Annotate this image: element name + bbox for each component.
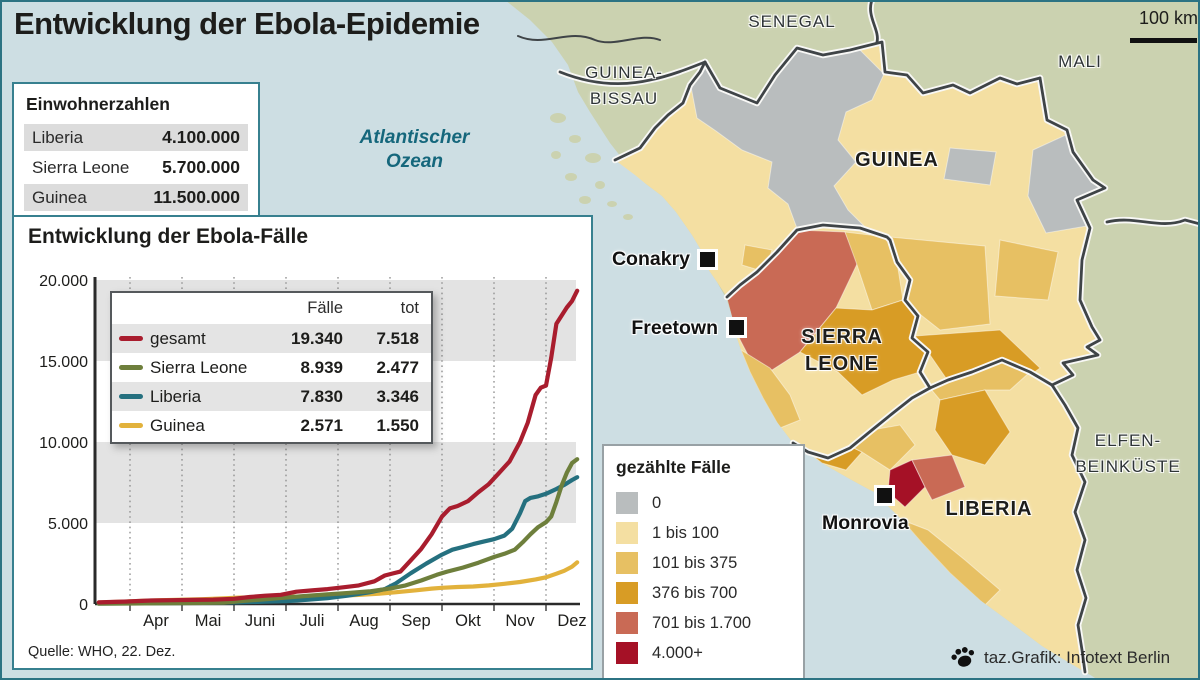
map-label-mali: MALI — [1058, 52, 1102, 71]
chart-legend-row: gesamt 19.340 7.518 — [112, 324, 431, 353]
population-row: Liberia 4.100.000 — [24, 124, 248, 151]
svg-text:15.000: 15.000 — [39, 354, 88, 371]
page-title: Entwicklung der Ebola-Epidemie — [14, 6, 480, 41]
map-legend-row: 4.000+ — [616, 638, 791, 668]
svg-text:20.000: 20.000 — [39, 273, 88, 290]
chart-legend-row: Sierra Leone 8.939 2.477 — [112, 353, 431, 382]
svg-text:Okt: Okt — [455, 612, 481, 630]
series-color-dash — [119, 336, 143, 341]
credit: taz.Grafik: Infotext Berlin — [950, 645, 1170, 670]
map-label-sierra-leone: SIERRA LEONE — [801, 326, 883, 375]
legend-swatch — [616, 552, 638, 574]
map-label-liberia: LIBERIA — [945, 498, 1033, 520]
freetown-label: Freetown — [631, 317, 718, 339]
chart-legend-header: Fälle tot — [112, 293, 431, 324]
sierra-leone-districts — [727, 229, 929, 429]
coastal-islands — [550, 113, 633, 220]
legend-col-dead: tot — [400, 299, 419, 317]
chart-legend-row: Liberia 7.830 3.346 — [112, 382, 431, 411]
map-legend-row: 701 bis 1.700 — [616, 608, 791, 638]
map-label-senegal: SENEGAL — [748, 12, 836, 31]
population-box: Einwohnerzahlen Liberia 4.100.000 Sierra L… — [12, 82, 260, 222]
svg-text:5.000: 5.000 — [48, 516, 88, 533]
gambia-river-line — [517, 35, 661, 44]
population-row: Guinea 11.500.000 — [24, 184, 248, 211]
population-rows: Liberia 4.100.000 Sierra Leone 5.700.000 Gui… — [24, 124, 248, 211]
monrovia-marker — [874, 485, 895, 506]
series-color-dash — [119, 423, 143, 428]
svg-text:Aug: Aug — [349, 612, 378, 630]
legend-col-cases: Fälle — [307, 299, 343, 317]
scale-bar-label: 100 km — [1138, 8, 1198, 28]
legend-swatch — [616, 612, 638, 634]
paw-icon — [951, 647, 975, 667]
monrovia-label: Monrovia — [822, 512, 909, 534]
svg-text:0: 0 — [79, 597, 88, 614]
map-legend-row: 1 bis 100 — [616, 518, 791, 548]
map-label-ivory-coast: ELFEN- BEINKÜSTE — [1075, 431, 1181, 476]
freetown-marker — [726, 317, 747, 338]
chart-legend-rows: gesamt 19.340 7.518 Sierra Leone 8.939 2.477 L… — [112, 324, 431, 440]
series-color-dash — [119, 365, 143, 370]
chart-title: Entwicklung der Ebola-Fälle — [28, 225, 309, 248]
series-line-gesamt — [96, 288, 580, 605]
map-label-guinea-bissau: GUINEA- BISSAU — [585, 63, 663, 108]
svg-text:Mai: Mai — [195, 612, 222, 630]
legend-swatch — [616, 582, 638, 604]
ocean-label: Atlantischer Ozean — [359, 127, 470, 172]
svg-text:Dez: Dez — [557, 612, 586, 630]
map-legend-row: 376 bis 700 — [616, 578, 791, 608]
legend-swatch — [616, 492, 638, 514]
series-line-sierra-leone — [96, 457, 580, 606]
scale-bar — [1130, 38, 1197, 43]
svg-text:Juli: Juli — [300, 612, 325, 630]
country-borders — [517, 2, 1198, 676]
credit-text: taz.Grafik: Infotext Berlin — [984, 647, 1171, 667]
map-legend-row: 0 — [616, 488, 791, 518]
population-row: Sierra Leone 5.700.000 — [32, 157, 240, 177]
map-legend-row: 101 bis 375 — [616, 548, 791, 578]
legend-swatch — [616, 522, 638, 544]
chart-source: Quelle: WHO, 22. Dez. — [28, 644, 176, 660]
population-box-title: Einwohnerzahlen — [26, 94, 170, 114]
series-color-dash — [119, 394, 143, 399]
svg-text:Juni: Juni — [245, 612, 275, 630]
svg-text:Nov: Nov — [505, 612, 535, 630]
svg-text:Sep: Sep — [401, 612, 430, 630]
conakry-marker — [697, 249, 718, 270]
chart-legend-row: Guinea 2.571 1.550 — [112, 411, 431, 440]
chart-legend: Fälle tot gesamt 19.340 7.518 Sierra Leone 8… — [110, 291, 433, 444]
svg-text:10.000: 10.000 — [39, 435, 88, 452]
map-legend-title: gezählte Fälle — [616, 457, 731, 477]
liberia-districts — [807, 360, 1031, 606]
chart-box: 0 5.000 10.000 15.000 20.000 Apr Mai Juni Juli Au… — [12, 215, 593, 670]
conakry-label: Conakry — [611, 248, 690, 270]
legend-swatch — [616, 642, 638, 664]
map-label-guinea: GUINEA — [855, 149, 939, 171]
svg-text:Apr: Apr — [143, 612, 169, 630]
